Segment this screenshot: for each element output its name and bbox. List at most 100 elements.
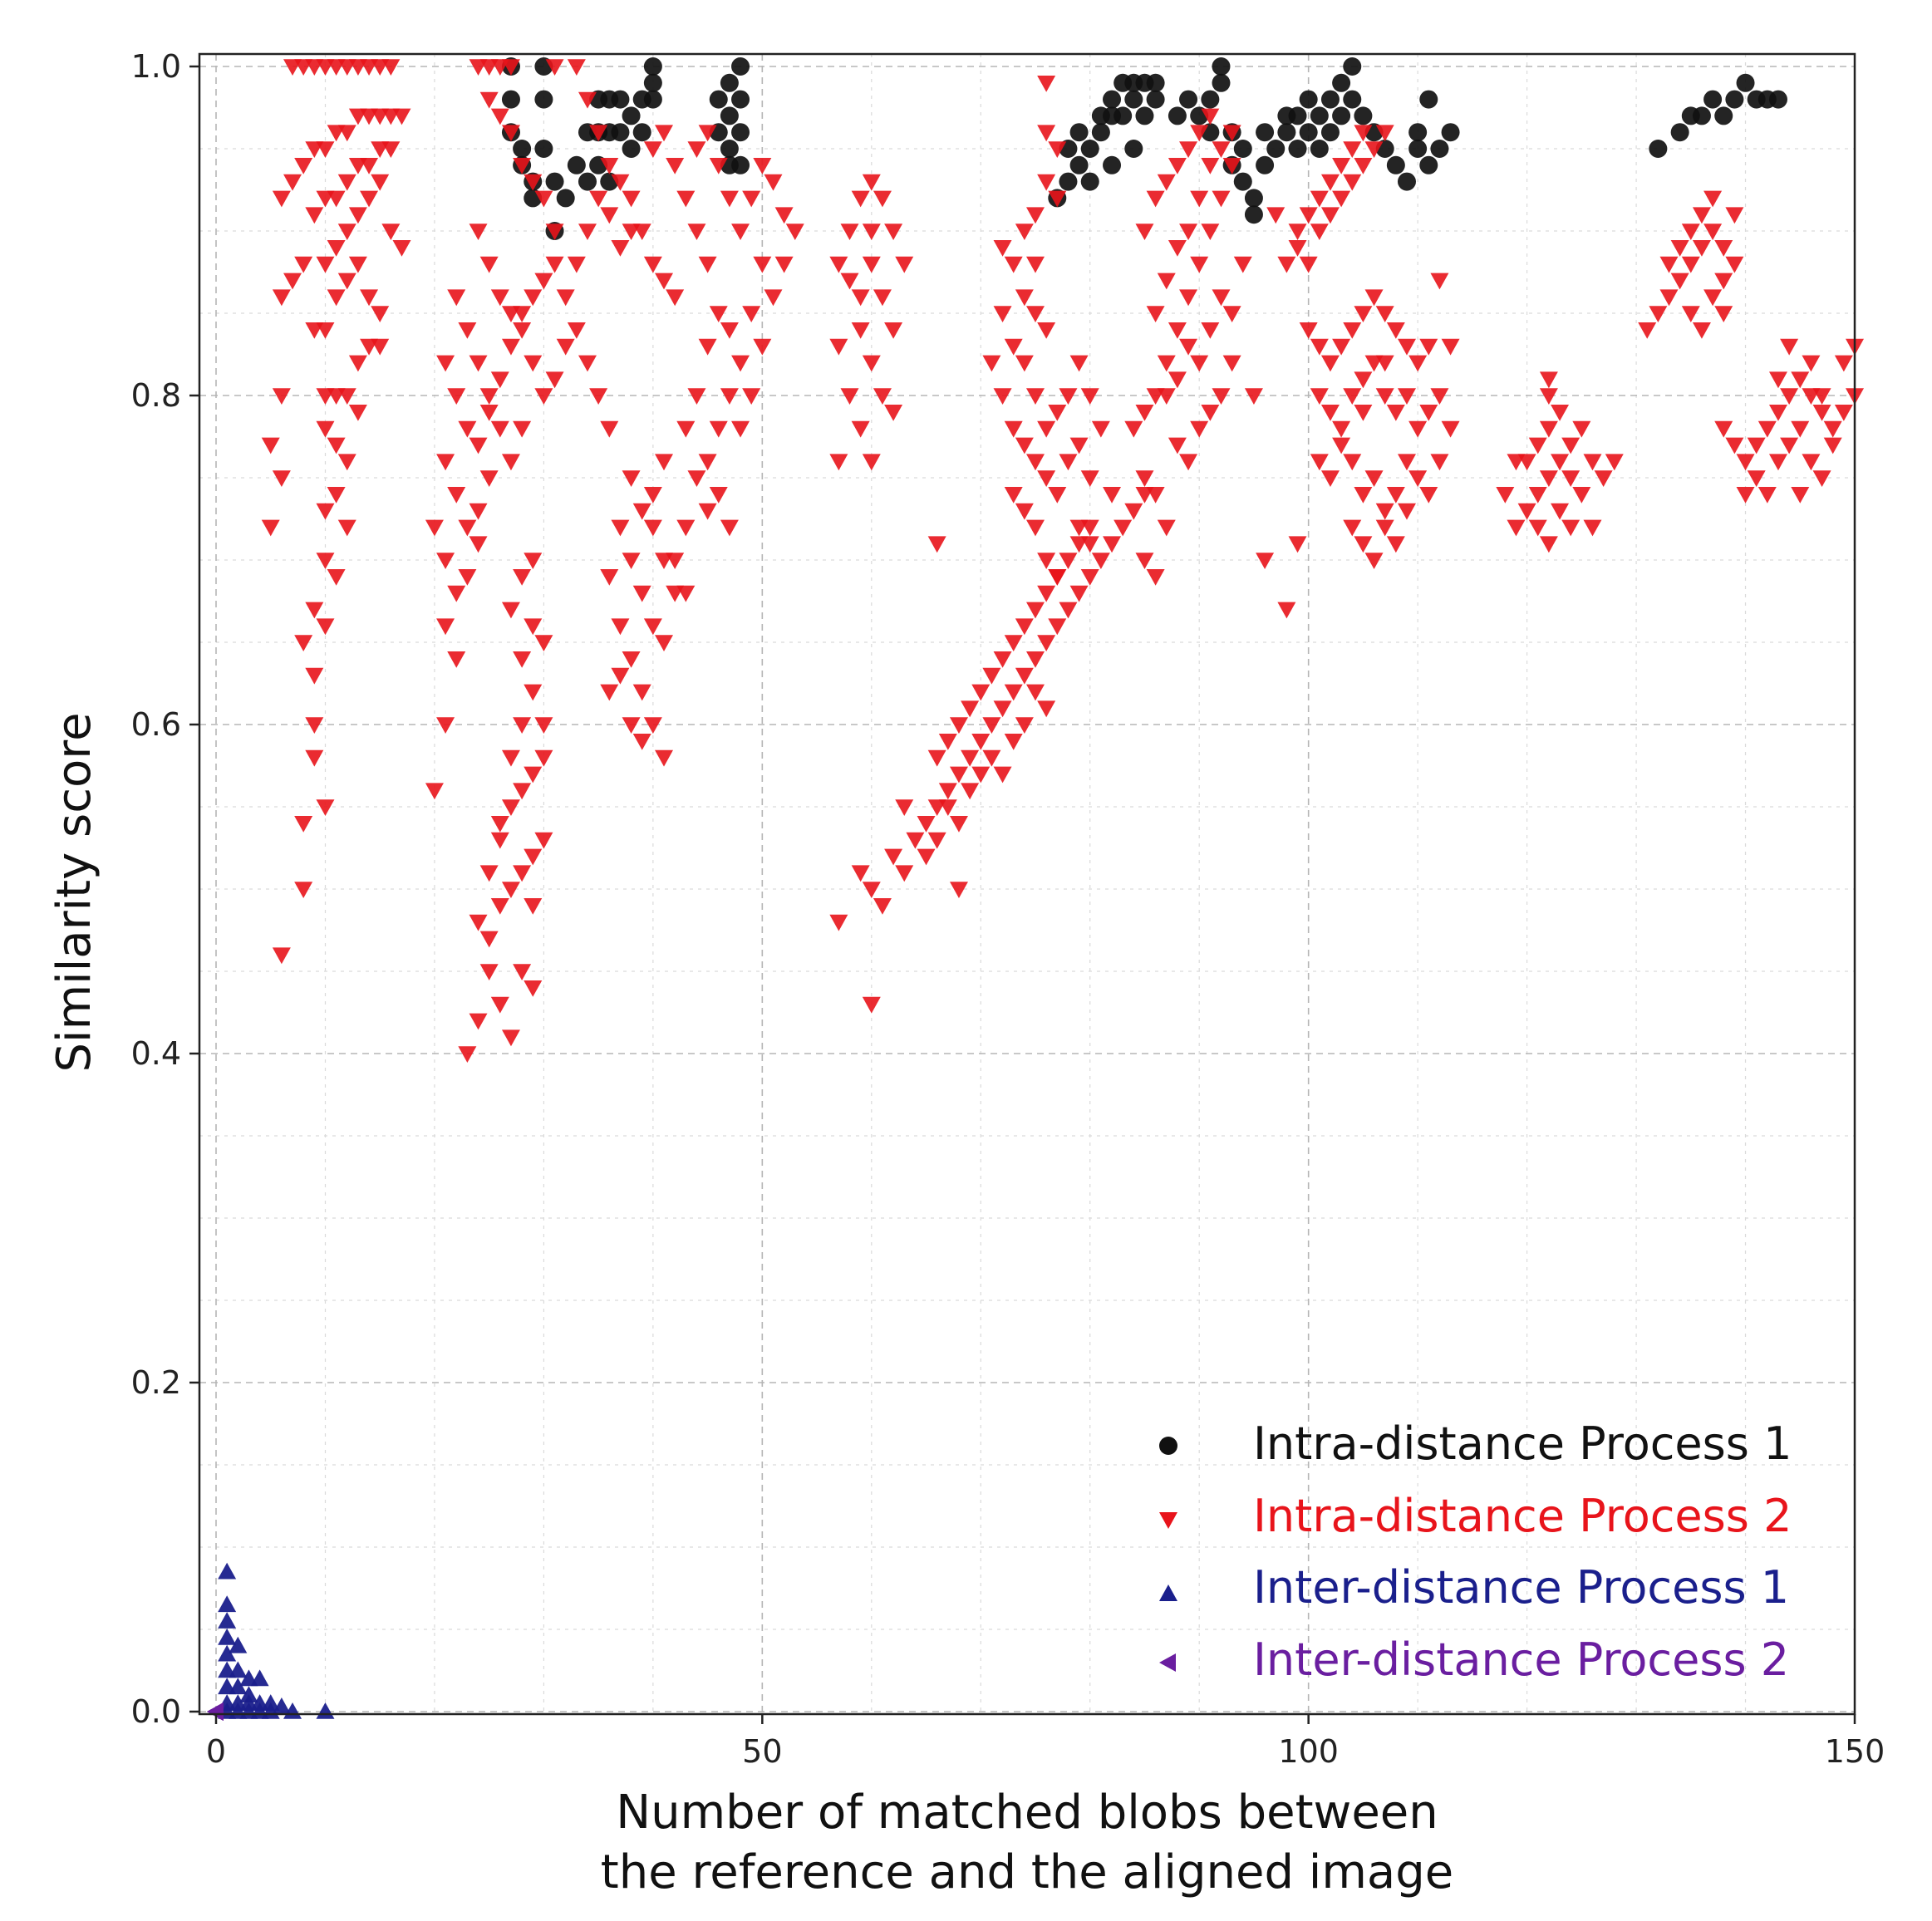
intra-distance-process-2-point xyxy=(1157,174,1176,191)
intra-distance-process-2-point xyxy=(589,125,608,142)
intra-distance-process-2-point xyxy=(1026,388,1045,405)
intra-distance-process-2-point xyxy=(1343,519,1362,537)
intra-distance-process-2-point xyxy=(1551,405,1570,421)
intra-distance-process-2-point xyxy=(862,996,881,1014)
intra-distance-process-2-point xyxy=(1048,618,1067,636)
intra-distance-process-2-point xyxy=(851,420,870,438)
legend-label-inter-process-2: Inter-distance Process 2 xyxy=(1253,1634,1789,1686)
intra-distance-process-2-point xyxy=(1812,388,1831,405)
intra-distance-process-2-point xyxy=(851,322,870,339)
intra-distance-process-1-point xyxy=(720,73,739,92)
intra-distance-process-2-point xyxy=(1157,388,1176,405)
intra-distance-process-2-point xyxy=(873,388,892,405)
intra-distance-process-2-point xyxy=(1332,338,1351,356)
intra-distance-process-2-point xyxy=(643,256,662,273)
intra-distance-process-2-point xyxy=(774,207,794,224)
intra-distance-process-2-point xyxy=(753,338,772,356)
inter-distance-process-1-point xyxy=(218,1612,237,1629)
intra-distance-process-2-point xyxy=(753,158,772,174)
intra-distance-process-2-point xyxy=(873,289,892,307)
intra-distance-process-2-point xyxy=(666,553,685,569)
intra-distance-process-2-point xyxy=(458,519,477,537)
intra-distance-process-2-point xyxy=(479,388,499,405)
intra-distance-process-2-point xyxy=(611,667,630,685)
intra-distance-process-2-point xyxy=(545,371,564,389)
intra-distance-process-2-point xyxy=(666,289,685,307)
intra-distance-process-2-point xyxy=(1343,454,1362,471)
intra-distance-process-1-point xyxy=(534,140,553,158)
intra-distance-process-2-point xyxy=(1823,420,1842,438)
intra-distance-process-2-point xyxy=(490,289,509,307)
intra-distance-process-2-point xyxy=(1135,405,1154,421)
intra-distance-process-2-point xyxy=(1408,355,1428,372)
intra-distance-process-2-point xyxy=(1375,306,1394,322)
intra-distance-process-2-point xyxy=(1692,322,1711,339)
intra-distance-process-1-point xyxy=(1103,155,1122,174)
intra-distance-process-2-point xyxy=(1222,125,1241,142)
intra-distance-process-2-point xyxy=(643,141,662,158)
intra-distance-process-2-point xyxy=(971,734,991,750)
intra-distance-process-2-point xyxy=(961,749,980,767)
intra-distance-process-2-point xyxy=(261,437,280,454)
intra-distance-process-2-point xyxy=(1343,388,1362,405)
intra-distance-process-2-point xyxy=(1539,388,1558,405)
intra-distance-process-2-point xyxy=(720,519,739,537)
intra-distance-process-2-point xyxy=(742,190,761,208)
intra-distance-process-2-point xyxy=(501,602,520,619)
intra-distance-process-2-point xyxy=(1190,190,1209,208)
intra-distance-process-2-point xyxy=(1113,519,1133,537)
intra-distance-process-2-point xyxy=(1059,454,1078,471)
intra-distance-process-2-point xyxy=(1419,405,1438,421)
intra-distance-process-2-point xyxy=(720,388,739,405)
y-tick-label: 0.6 xyxy=(131,706,181,743)
intra-distance-process-2-point xyxy=(1004,487,1023,504)
intra-distance-process-2-point xyxy=(490,898,509,915)
intra-distance-process-2-point xyxy=(1037,76,1056,92)
intra-distance-process-2-point xyxy=(764,289,783,307)
intra-distance-process-2-point xyxy=(371,174,390,191)
intra-distance-process-1-point xyxy=(1299,90,1318,109)
intra-distance-process-1-point xyxy=(1408,140,1428,158)
intra-distance-process-2-point xyxy=(425,519,444,537)
intra-distance-process-2-point xyxy=(1681,306,1700,322)
intra-distance-process-2-point xyxy=(971,766,991,784)
intra-distance-process-2-point xyxy=(458,569,477,586)
intra-distance-process-1-point xyxy=(545,172,564,191)
intra-distance-process-2-point xyxy=(1332,158,1351,174)
intra-distance-process-1-point xyxy=(643,90,662,109)
intra-distance-process-2-point xyxy=(1539,470,1558,487)
intra-distance-process-2-point xyxy=(1310,454,1329,471)
intra-distance-process-2-point xyxy=(622,717,641,734)
intra-distance-process-2-point xyxy=(1201,322,1220,339)
intra-distance-process-2-point xyxy=(1004,635,1023,651)
intra-distance-process-2-point xyxy=(1354,306,1373,322)
y-tick-label: 1.0 xyxy=(131,48,181,85)
intra-distance-process-2-point xyxy=(1812,470,1831,487)
intra-distance-process-2-point xyxy=(611,174,630,191)
intra-distance-process-2-point xyxy=(1507,454,1526,471)
intra-distance-process-2-point xyxy=(337,519,356,537)
intra-distance-process-2-point xyxy=(556,289,575,307)
intra-distance-process-2-point xyxy=(1288,224,1307,240)
intra-distance-process-2-point xyxy=(1190,420,1209,438)
intra-distance-process-1-point xyxy=(1397,172,1416,191)
intra-distance-process-2-point xyxy=(305,749,324,767)
intra-distance-process-1-point xyxy=(1179,90,1198,109)
intra-distance-process-2-point xyxy=(501,59,520,76)
intra-distance-process-2-point xyxy=(655,273,674,290)
intra-distance-process-2-point xyxy=(1080,388,1099,405)
intra-distance-process-2-point xyxy=(1320,405,1340,421)
intra-distance-process-2-point xyxy=(1517,503,1536,520)
intra-distance-process-2-point xyxy=(611,240,630,257)
inter-distance-process-1-point xyxy=(229,1678,248,1695)
intra-distance-process-2-point xyxy=(906,832,925,849)
intra-distance-process-2-point xyxy=(632,734,651,750)
intra-distance-process-1-point xyxy=(578,172,597,191)
intra-distance-process-2-point xyxy=(1572,420,1591,438)
intra-distance-process-1-point xyxy=(1343,57,1362,76)
x-tick-label: 50 xyxy=(742,1733,782,1770)
intra-distance-process-2-point xyxy=(884,848,903,866)
intra-distance-process-2-point xyxy=(1026,519,1045,537)
intra-distance-process-2-point xyxy=(1386,487,1405,504)
intra-distance-process-2-point xyxy=(1201,158,1220,174)
